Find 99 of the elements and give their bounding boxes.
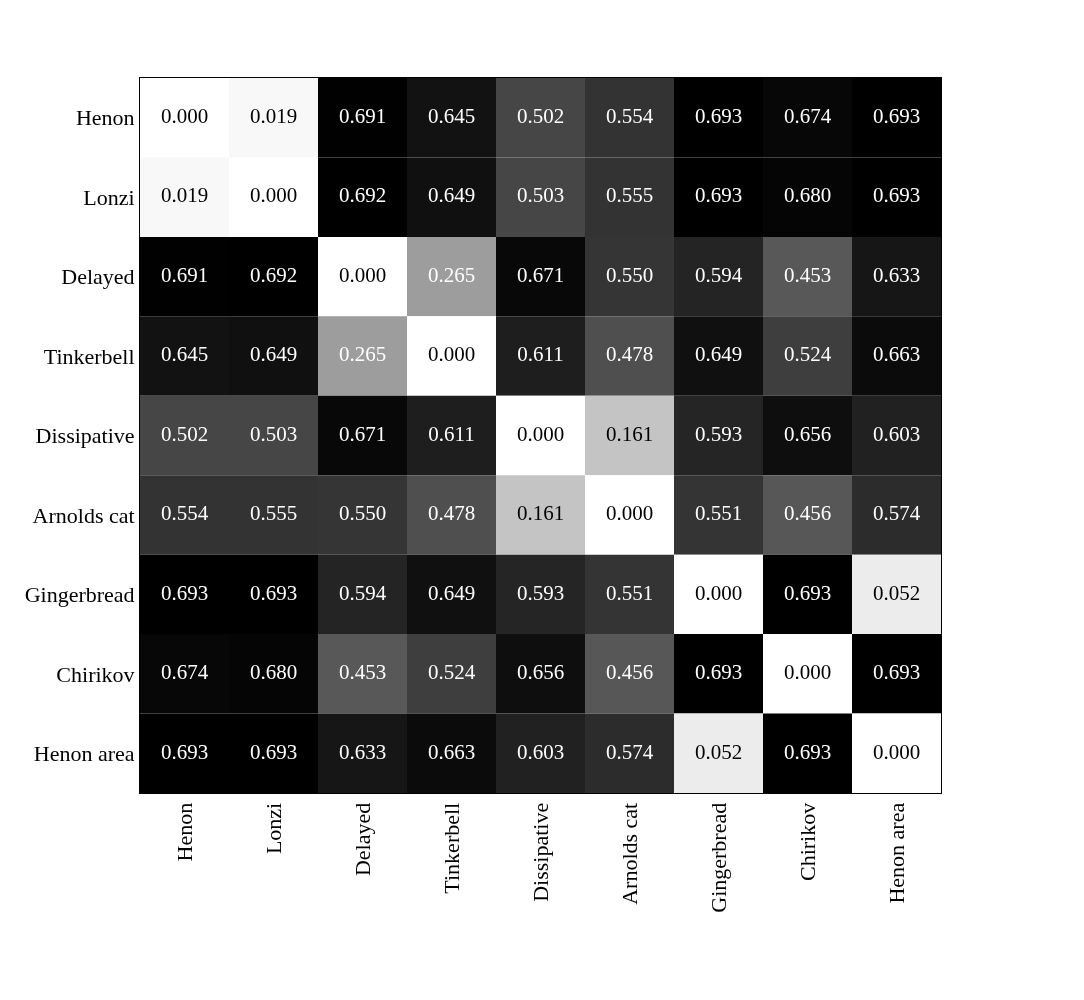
data-label: 0.524: [427, 660, 476, 685]
y-tick-label: Lonzi: [83, 184, 135, 210]
data-label: 0.574: [872, 501, 921, 526]
data-label: 0.524: [783, 342, 832, 367]
data-label: 0.611: [428, 421, 475, 446]
data-label: 0.453: [338, 660, 387, 685]
data-label: 0.656: [783, 421, 832, 446]
data-label: 0.554: [605, 103, 654, 128]
data-label: 0.645: [160, 342, 209, 367]
data-label: 0.019: [160, 183, 209, 208]
data-label: 0.693: [249, 739, 298, 764]
data-label: 0.692: [338, 183, 387, 208]
data-label: 0.693: [694, 183, 743, 208]
data-label: 0.453: [783, 262, 832, 287]
data-label: 0.550: [338, 501, 387, 526]
y-tick-label: Arnolds cat: [32, 502, 135, 528]
data-label: 0.593: [694, 421, 743, 446]
data-label: 0.555: [249, 501, 298, 526]
data-label: 0.555: [605, 183, 654, 208]
data-label: 0.554: [160, 501, 209, 526]
data-label: 0.265: [427, 262, 476, 287]
data-label: 0.693: [694, 103, 743, 128]
data-label: 0.680: [783, 183, 832, 208]
data-label: 0.645: [427, 103, 476, 128]
data-label: 0.674: [783, 103, 832, 128]
data-label: 0.663: [427, 739, 476, 764]
x-tick-label: Tinkerbell: [438, 802, 464, 894]
data-label: 0.680: [249, 660, 298, 685]
y-tick-label: Delayed: [61, 264, 135, 290]
data-label: 0.551: [605, 580, 654, 605]
data-label: 0.656: [516, 660, 565, 685]
y-tick-label: Dissipative: [35, 423, 135, 449]
data-label: 0.633: [338, 739, 387, 764]
data-label: 0.603: [516, 739, 565, 764]
x-tick-label: Henon: [171, 802, 197, 862]
data-label: 0.663: [872, 342, 921, 367]
data-label: 0.000: [783, 660, 832, 685]
data-label: 0.693: [872, 103, 921, 128]
data-label: 0.693: [160, 739, 209, 764]
data-label: 0.593: [516, 580, 565, 605]
data-label: 0.693: [783, 739, 832, 764]
data-label: 0.550: [605, 262, 654, 287]
data-label: 0.000: [872, 739, 921, 764]
data-label: 0.265: [338, 342, 387, 367]
data-label: 0.161: [516, 501, 565, 526]
data-label: 0.456: [783, 501, 832, 526]
data-label: 0.693: [160, 580, 209, 605]
data-label: 0.674: [160, 660, 209, 685]
data-label: 0.478: [605, 342, 654, 367]
data-label: 0.692: [249, 262, 298, 287]
data-label: 0.478: [427, 501, 476, 526]
data-label: 0.052: [872, 580, 921, 605]
data-label: 0.019: [249, 103, 298, 128]
data-label: 0.603: [872, 421, 921, 446]
y-tick-label: Tinkerbell: [43, 343, 135, 369]
data-label: 0.649: [427, 580, 476, 605]
data-label: 0.649: [694, 342, 743, 367]
data-label: 0.000: [605, 501, 654, 526]
data-label: 0.671: [338, 421, 387, 446]
data-label: 0.000: [160, 103, 209, 128]
data-label: 0.649: [427, 183, 476, 208]
y-tick-label: Henon: [75, 105, 135, 131]
data-label: 0.693: [872, 183, 921, 208]
x-tick-label: Chirikov: [794, 802, 820, 882]
data-label: 0.000: [694, 580, 743, 605]
data-label: 0.000: [427, 342, 476, 367]
data-label: 0.671: [516, 262, 565, 287]
data-label: 0.052: [694, 739, 743, 764]
data-label: 0.693: [694, 660, 743, 685]
data-label: 0.611: [517, 342, 564, 367]
x-tick-label: Arnolds cat: [616, 802, 642, 905]
data-label: 0.693: [872, 660, 921, 685]
data-label: 0.574: [605, 739, 654, 764]
y-tick-label: Chirikov: [56, 661, 135, 687]
data-label: 0.502: [160, 421, 209, 446]
y-tick-label: Gingerbread: [24, 582, 135, 608]
data-label: 0.503: [249, 421, 298, 446]
data-label: 0.502: [516, 103, 565, 128]
data-label: 0.456: [605, 660, 654, 685]
data-label: 0.594: [338, 580, 387, 605]
data-label: 0.691: [338, 103, 387, 128]
data-label: 0.000: [516, 421, 565, 446]
x-tick-label: Gingerbread: [705, 802, 731, 913]
data-label: 0.000: [249, 183, 298, 208]
data-label: 0.000: [338, 262, 387, 287]
data-label: 0.503: [516, 183, 565, 208]
data-label: 0.691: [160, 262, 209, 287]
data-label: 0.551: [694, 501, 743, 526]
data-label: 0.161: [605, 421, 654, 446]
y-tick-label: Henon area: [33, 740, 135, 766]
data-label: 0.594: [694, 262, 743, 287]
data-label: 0.649: [249, 342, 298, 367]
x-tick-label: Lonzi: [260, 802, 286, 855]
data-label: 0.693: [783, 580, 832, 605]
x-tick-label: Dissipative: [527, 802, 553, 902]
data-label: 0.693: [249, 580, 298, 605]
data-label: 0.633: [872, 262, 921, 287]
x-tick-label: Delayed: [349, 802, 375, 877]
x-tick-label: Henon area: [883, 802, 909, 904]
